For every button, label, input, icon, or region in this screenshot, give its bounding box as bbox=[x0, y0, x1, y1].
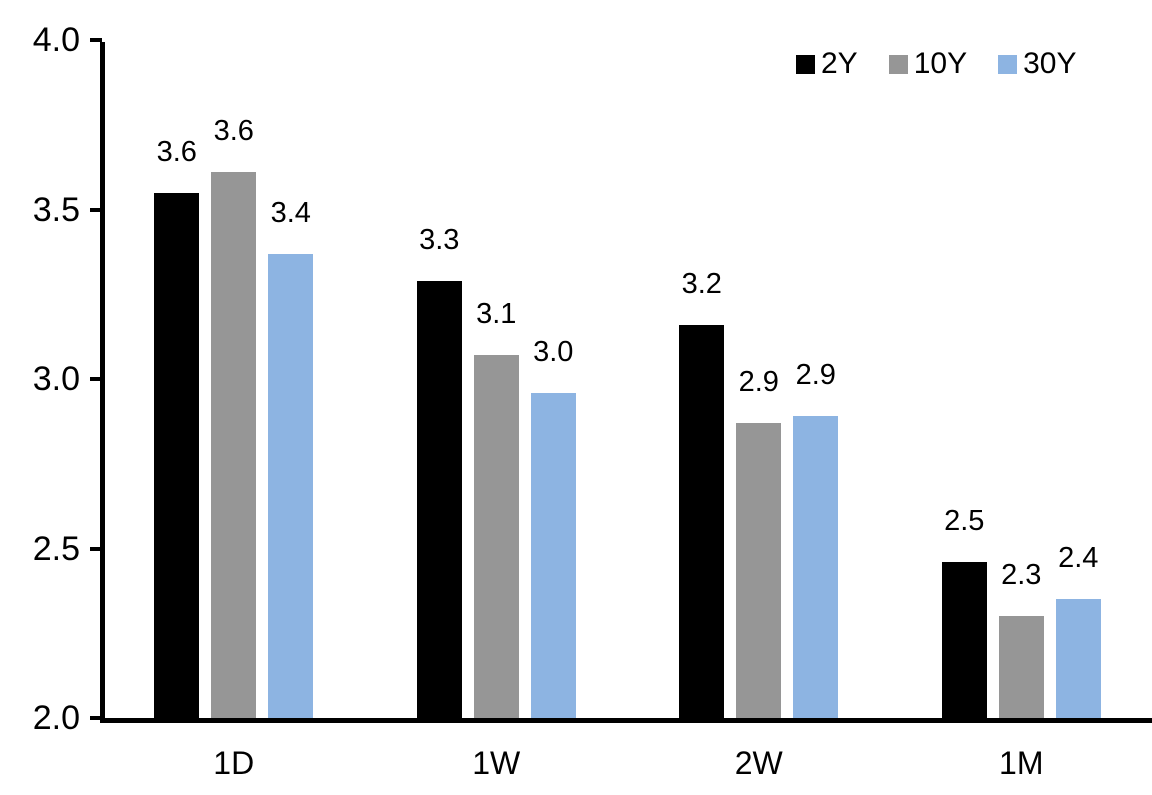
bar-value-label: 2.9 bbox=[795, 359, 836, 392]
legend-swatch-icon bbox=[796, 54, 815, 74]
x-axis-line bbox=[100, 718, 1152, 723]
bar-value-label: 2.9 bbox=[738, 366, 779, 399]
legend: 2Y 10Y 30Y bbox=[796, 47, 1076, 81]
legend-item-30Y: 30Y bbox=[998, 47, 1076, 81]
bar-value-label: 2.5 bbox=[944, 505, 985, 538]
y-axis-tick-label: 2.5 bbox=[32, 529, 80, 568]
x-axis-category-label: 1M bbox=[999, 745, 1044, 781]
bar-value-label: 3.1 bbox=[476, 298, 517, 331]
legend-swatch-icon bbox=[888, 54, 908, 74]
bar-value-label: 3.3 bbox=[419, 223, 460, 256]
legend-label: 10Y bbox=[913, 47, 968, 80]
bar-2Y-2W bbox=[679, 324, 725, 718]
bar-10Y-1M bbox=[998, 616, 1044, 718]
y-tick-mark bbox=[90, 207, 102, 212]
bar-30Y-1M bbox=[1055, 599, 1101, 718]
y-tick-mark bbox=[90, 377, 102, 381]
bar-value-label: 3.4 bbox=[270, 196, 311, 229]
y-axis-line bbox=[100, 42, 105, 723]
bar-10Y-1D bbox=[211, 172, 257, 718]
legend-item-10Y: 10Y bbox=[888, 47, 968, 81]
y-tick-mark bbox=[90, 546, 102, 551]
y-tick-mark bbox=[90, 716, 102, 720]
y-axis-tick-label: 3.5 bbox=[32, 190, 80, 229]
x-axis-category-label: 1D bbox=[213, 745, 255, 781]
bar-2Y-1W bbox=[416, 280, 462, 718]
bar-value-label: 2.4 bbox=[1058, 542, 1099, 575]
y-tick-mark bbox=[90, 38, 102, 42]
x-axis-category-label: 1W bbox=[472, 745, 521, 781]
legend-label: 2Y bbox=[821, 47, 858, 80]
legend-label: 30Y bbox=[1023, 47, 1077, 80]
bar-value-label: 2.3 bbox=[1001, 559, 1042, 592]
bar-value-label: 3.0 bbox=[533, 335, 574, 368]
bar-value-label: 3.2 bbox=[681, 267, 722, 300]
y-axis-tick-label: 4.0 bbox=[32, 21, 80, 59]
y-axis-tick-label: 3.0 bbox=[32, 360, 80, 398]
bar-30Y-1W bbox=[530, 392, 576, 718]
bar-10Y-1W bbox=[473, 355, 519, 718]
bar-value-label: 3.6 bbox=[213, 115, 254, 148]
y-axis-tick-label: 2.0 bbox=[32, 699, 80, 737]
bar-2Y-1D bbox=[154, 192, 200, 718]
x-axis-category-label: 2W bbox=[734, 745, 783, 781]
bar-30Y-2W bbox=[793, 416, 839, 718]
bar-value-label: 3.6 bbox=[156, 135, 197, 168]
bar-30Y-1D bbox=[268, 253, 314, 718]
bar-10Y-2W bbox=[736, 423, 782, 718]
bar-2Y-1M bbox=[941, 562, 987, 718]
legend-swatch-icon bbox=[998, 54, 1018, 74]
legend-item-2Y: 2Y bbox=[796, 47, 858, 81]
